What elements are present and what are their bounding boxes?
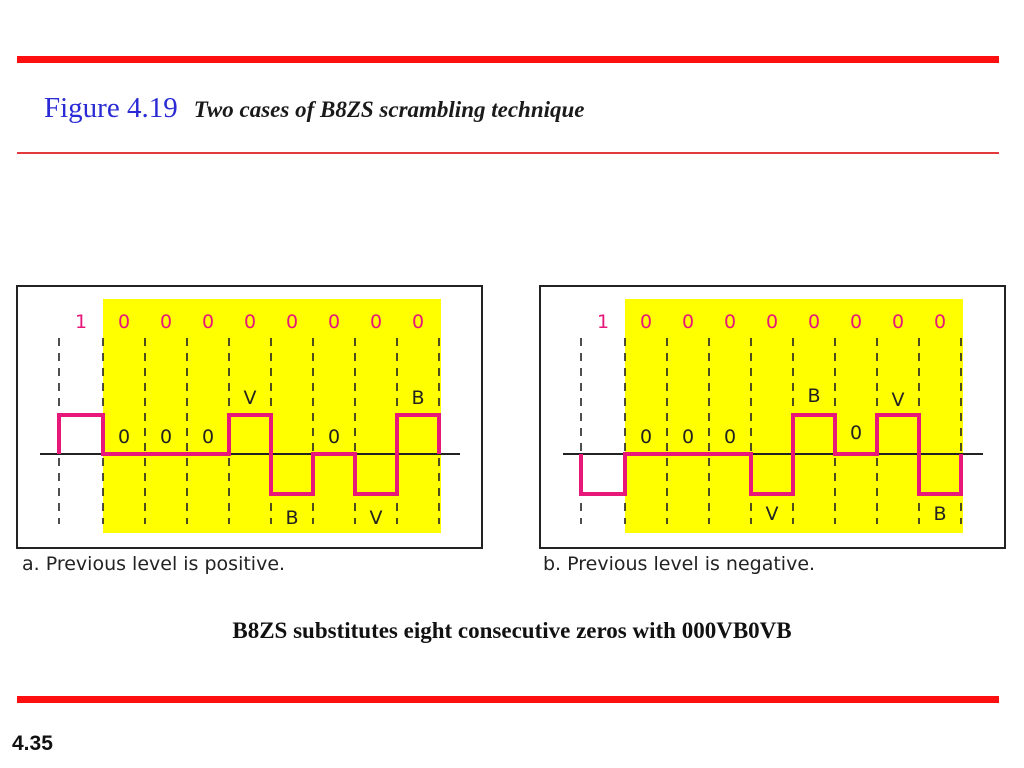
bit-label: 0: [682, 311, 694, 333]
zero-label: 0: [850, 422, 862, 444]
figure-number: Figure 4.19: [44, 92, 178, 124]
bit-label: 0: [370, 311, 382, 333]
bipolar-label: B: [411, 387, 424, 409]
panel-a-signal: [57, 413, 441, 496]
bit-label: 0: [808, 311, 820, 333]
bit-label: 0: [850, 311, 862, 333]
zero-label: 0: [202, 426, 214, 448]
top-red-rule: [17, 56, 999, 63]
bipolar-label: B: [933, 503, 946, 525]
bit-label: 0: [766, 311, 778, 333]
violation-label: V: [766, 503, 779, 525]
b8zs-summary: B8ZS substitutes eight consecutive zeros…: [232, 618, 792, 643]
bit-label: 1: [597, 311, 609, 333]
bottom-red-rule: [17, 696, 999, 703]
panel-a-signal-labels: V B 0 0 0 0 B V: [118, 387, 425, 529]
bit-label: 0: [934, 311, 946, 333]
bit-label: 0: [286, 311, 298, 333]
zero-label: 0: [328, 426, 340, 448]
bipolar-label: B: [807, 385, 820, 407]
bit-label: 0: [160, 311, 172, 333]
bit-label: 0: [892, 311, 904, 333]
panel-b-signal: [579, 413, 963, 496]
zero-label: 0: [724, 426, 736, 448]
bit-label: 0: [244, 311, 256, 333]
panel-b-bit-labels: 1 0 0 0 0 0 0 0 0: [597, 311, 946, 333]
panel-a-bit-labels: 1 0 0 0 0 0 0 0 0: [75, 311, 424, 333]
zero-label: 0: [160, 426, 172, 448]
zero-label: 0: [640, 426, 652, 448]
violation-label: V: [892, 389, 905, 411]
title-underline-rule: [17, 152, 999, 154]
panel-b-signal-labels: B V 0 0 0 0 V B: [640, 385, 947, 525]
zero-label: 0: [118, 426, 130, 448]
bit-label: 0: [202, 311, 214, 333]
bipolar-label: B: [285, 507, 298, 529]
bit-label: 0: [640, 311, 652, 333]
panel-a: 1 0 0 0 0 0 0 0 0 V B 0 0 0 0 B V: [16, 285, 483, 549]
page-number: 4.35: [12, 732, 53, 755]
violation-label: V: [370, 507, 383, 529]
violation-label: V: [244, 387, 257, 409]
bit-label: 0: [412, 311, 424, 333]
bit-label: 0: [724, 311, 736, 333]
panel-b-caption: b. Previous level is negative.: [543, 553, 816, 575]
figure-caption: Two cases of B8ZS scrambling technique: [193, 97, 585, 122]
bit-label: 1: [75, 311, 87, 333]
zero-label: 0: [682, 426, 694, 448]
panel-a-caption: a. Previous level is positive.: [22, 553, 286, 575]
bit-label: 0: [118, 311, 130, 333]
bit-label: 0: [328, 311, 340, 333]
panel-b: 1 0 0 0 0 0 0 0 0 B V 0 0 0 0 V B: [539, 285, 1006, 549]
figure-title: Figure 4.19 Two cases of B8ZS scrambling …: [44, 92, 585, 125]
